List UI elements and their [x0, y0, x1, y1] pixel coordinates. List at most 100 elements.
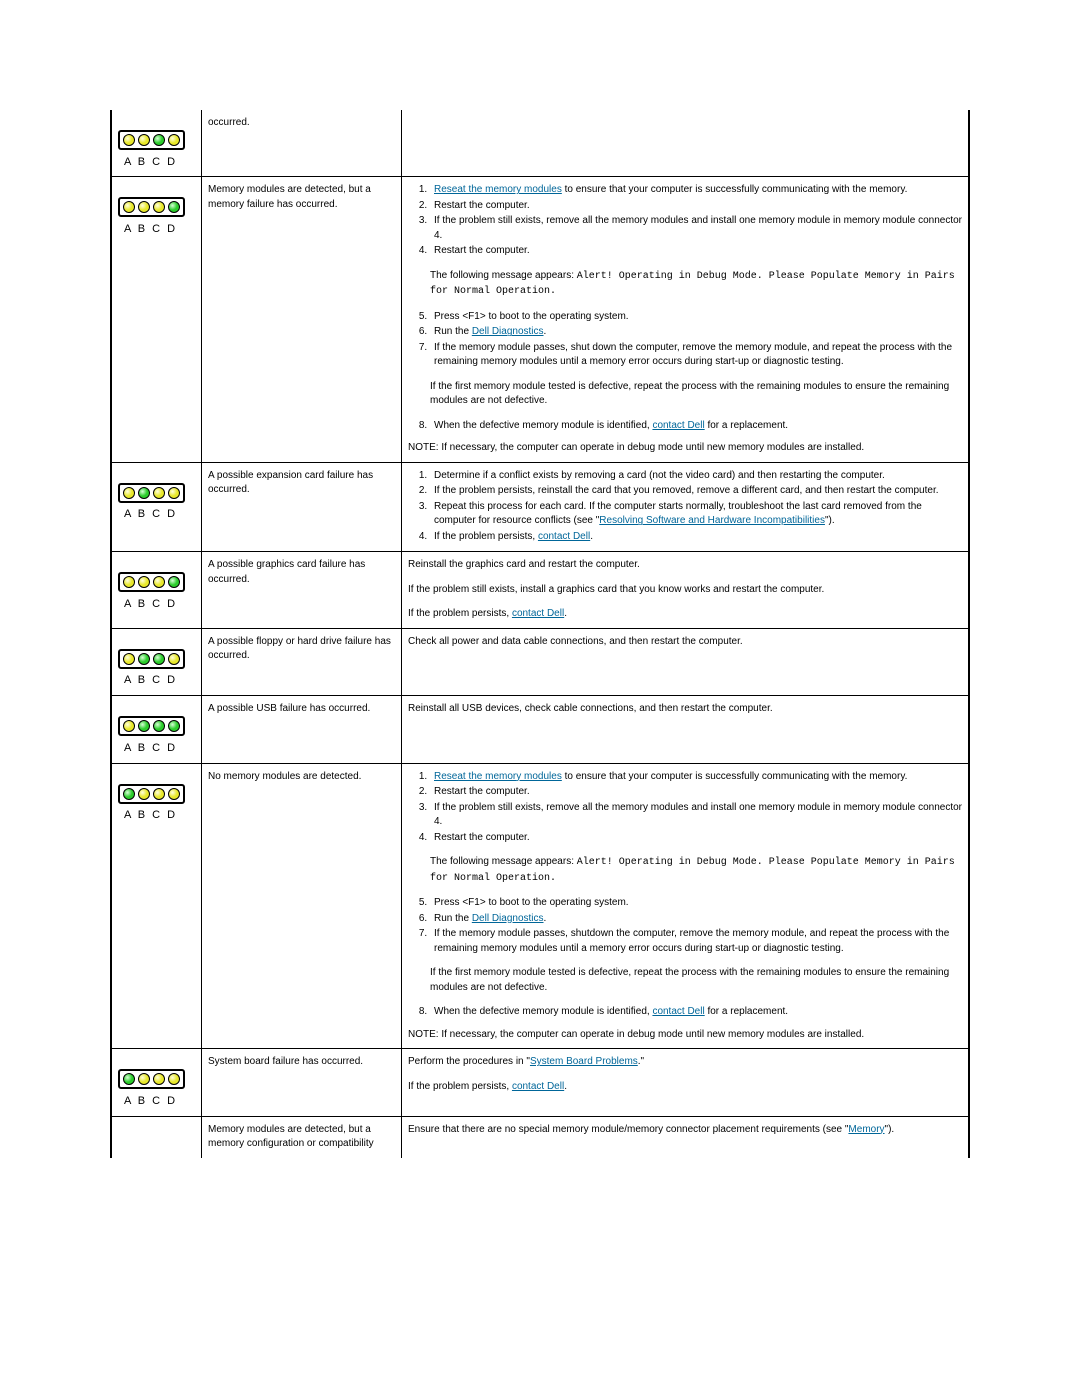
problem-text: occurred.: [208, 117, 250, 128]
resolution-cell: Ensure that there are no special memory …: [402, 1116, 969, 1158]
list-item: If the problem persists, contact Dell.: [430, 530, 962, 545]
resolution-cell: Reinstall all USB devices, check cable c…: [402, 696, 969, 763]
led-d-yellow-icon: [168, 653, 180, 665]
led-frame: [118, 130, 185, 150]
led-a-yellow-icon: [123, 576, 135, 588]
steps-list: Determine if a conflict exists by removi…: [408, 469, 962, 545]
led-b-yellow-icon: [138, 576, 150, 588]
led-d-yellow-icon: [168, 788, 180, 800]
led-frame: [118, 197, 185, 217]
abcd-label: A B C D: [124, 741, 195, 757]
resolution-cell: [402, 110, 969, 177]
list-item: If the problem still exists, remove all …: [430, 801, 962, 830]
reseat-memory-link[interactable]: Reseat the memory modules: [434, 771, 562, 782]
resolution-cell: Perform the procedures in "System Board …: [402, 1049, 969, 1116]
table-row: A B C D No memory modules are detected. …: [112, 763, 969, 1049]
led-b-green-icon: [138, 653, 150, 665]
led-b-green-icon: [138, 487, 150, 499]
list-item: Restart the computer.: [430, 785, 962, 800]
abcd-label: A B C D: [124, 222, 195, 238]
led-a-yellow-icon: [123, 134, 135, 146]
led-cell: A B C D: [112, 110, 202, 177]
led-b-yellow-icon: [138, 201, 150, 213]
led-cell: A B C D: [112, 552, 202, 629]
led-c-green-icon: [153, 134, 165, 146]
problem-cell: A possible graphics card failure has occ…: [202, 552, 402, 629]
led-d-green-icon: [168, 576, 180, 588]
reseat-memory-link[interactable]: Reseat the memory modules: [434, 184, 562, 195]
contact-dell-link[interactable]: contact Dell: [538, 531, 590, 542]
led-c-green-icon: [153, 653, 165, 665]
led-cell: A B C D: [112, 696, 202, 763]
led-frame: [118, 1069, 185, 1089]
led-frame: [118, 784, 185, 804]
dell-diagnostics-link[interactable]: Dell Diagnostics: [472, 913, 544, 924]
led-a-green-icon: [123, 1073, 135, 1085]
led-a-yellow-icon: [123, 201, 135, 213]
contact-dell-link[interactable]: contact Dell: [512, 1081, 564, 1092]
note-text: NOTE: If necessary, the computer can ope…: [408, 441, 962, 456]
led-b-yellow-icon: [138, 788, 150, 800]
led-frame: [118, 649, 185, 669]
led-a-green-icon: [123, 788, 135, 800]
resolution-cell: Reseat the memory modules to ensure that…: [402, 177, 969, 463]
problem-text: A possible expansion card failure has oc…: [208, 470, 373, 496]
diagnostic-table-container: A B C D occurred. A B C D Memory modules…: [110, 110, 970, 1158]
led-c-yellow-icon: [153, 788, 165, 800]
list-item: Run the Dell Diagnostics.: [430, 912, 962, 927]
resolution-cell: Reseat the memory modules to ensure that…: [402, 763, 969, 1049]
table-row: A B C D A possible expansion card failur…: [112, 462, 969, 552]
list-item: Restart the computer.: [430, 199, 962, 214]
list-item: When the defective memory module is iden…: [430, 1005, 962, 1020]
note-text: NOTE: If necessary, the computer can ope…: [408, 1028, 962, 1043]
contact-dell-link[interactable]: contact Dell: [652, 1006, 704, 1017]
problem-cell: System board failure has occurred.: [202, 1049, 402, 1116]
system-board-problems-link[interactable]: System Board Problems: [530, 1056, 638, 1067]
led-cell: A B C D: [112, 763, 202, 1049]
problem-text: System board failure has occurred.: [208, 1056, 363, 1067]
list-item: If the memory module passes, shut down t…: [430, 341, 962, 370]
diagnostic-lights-table: A B C D occurred. A B C D Memory modules…: [111, 110, 969, 1158]
list-item: Press <F1> to boot to the operating syst…: [430, 310, 962, 325]
led-cell: A B C D: [112, 177, 202, 463]
steps-list: When the defective memory module is iden…: [408, 1005, 962, 1020]
hw-incompat-link[interactable]: Resolving Software and Hardware Incompat…: [599, 515, 825, 526]
problem-text: Memory modules are detected, but a memor…: [208, 184, 371, 210]
memory-link[interactable]: Memory: [848, 1124, 884, 1135]
led-cell: A B C D: [112, 462, 202, 552]
table-row: A B C D System board failure has occurre…: [112, 1049, 969, 1116]
table-row: A B C D occurred.: [112, 110, 969, 177]
led-c-yellow-icon: [153, 201, 165, 213]
list-item: Restart the computer.: [430, 831, 962, 846]
mid-para: If the first memory module tested is def…: [430, 380, 962, 409]
led-frame: [118, 483, 185, 503]
led-a-yellow-icon: [123, 653, 135, 665]
list-item: Press <F1> to boot to the operating syst…: [430, 896, 962, 911]
message-para: The following message appears: Alert! Op…: [430, 269, 962, 300]
led-cell: A B C D: [112, 1049, 202, 1116]
led-c-yellow-icon: [153, 487, 165, 499]
dell-diagnostics-link[interactable]: Dell Diagnostics: [472, 326, 544, 337]
led-a-yellow-icon: [123, 487, 135, 499]
led-b-green-icon: [138, 720, 150, 732]
table-row: A B C D A possible USB failure has occur…: [112, 696, 969, 763]
led-b-yellow-icon: [138, 1073, 150, 1085]
abcd-label: A B C D: [124, 155, 195, 171]
led-frame: [118, 572, 185, 592]
list-item: Reseat the memory modules to ensure that…: [430, 770, 962, 785]
resolution-cell: Determine if a conflict exists by removi…: [402, 462, 969, 552]
abcd-label: A B C D: [124, 597, 195, 613]
para: Perform the procedures in "System Board …: [408, 1055, 962, 1070]
contact-dell-link[interactable]: contact Dell: [652, 420, 704, 431]
problem-cell: Memory modules are detected, but a memor…: [202, 1116, 402, 1158]
problem-cell: A possible floppy or hard drive failure …: [202, 628, 402, 695]
problem-text: Memory modules are detected, but a memor…: [208, 1124, 374, 1150]
para: Check all power and data cable connectio…: [408, 636, 743, 647]
problem-cell: Memory modules are detected, but a memor…: [202, 177, 402, 463]
problem-text: A possible floppy or hard drive failure …: [208, 636, 391, 662]
abcd-label: A B C D: [124, 808, 195, 824]
contact-dell-link[interactable]: contact Dell: [512, 608, 564, 619]
problem-cell: No memory modules are detected.: [202, 763, 402, 1049]
mid-para: If the first memory module tested is def…: [430, 966, 962, 995]
led-cell: A B C D: [112, 628, 202, 695]
